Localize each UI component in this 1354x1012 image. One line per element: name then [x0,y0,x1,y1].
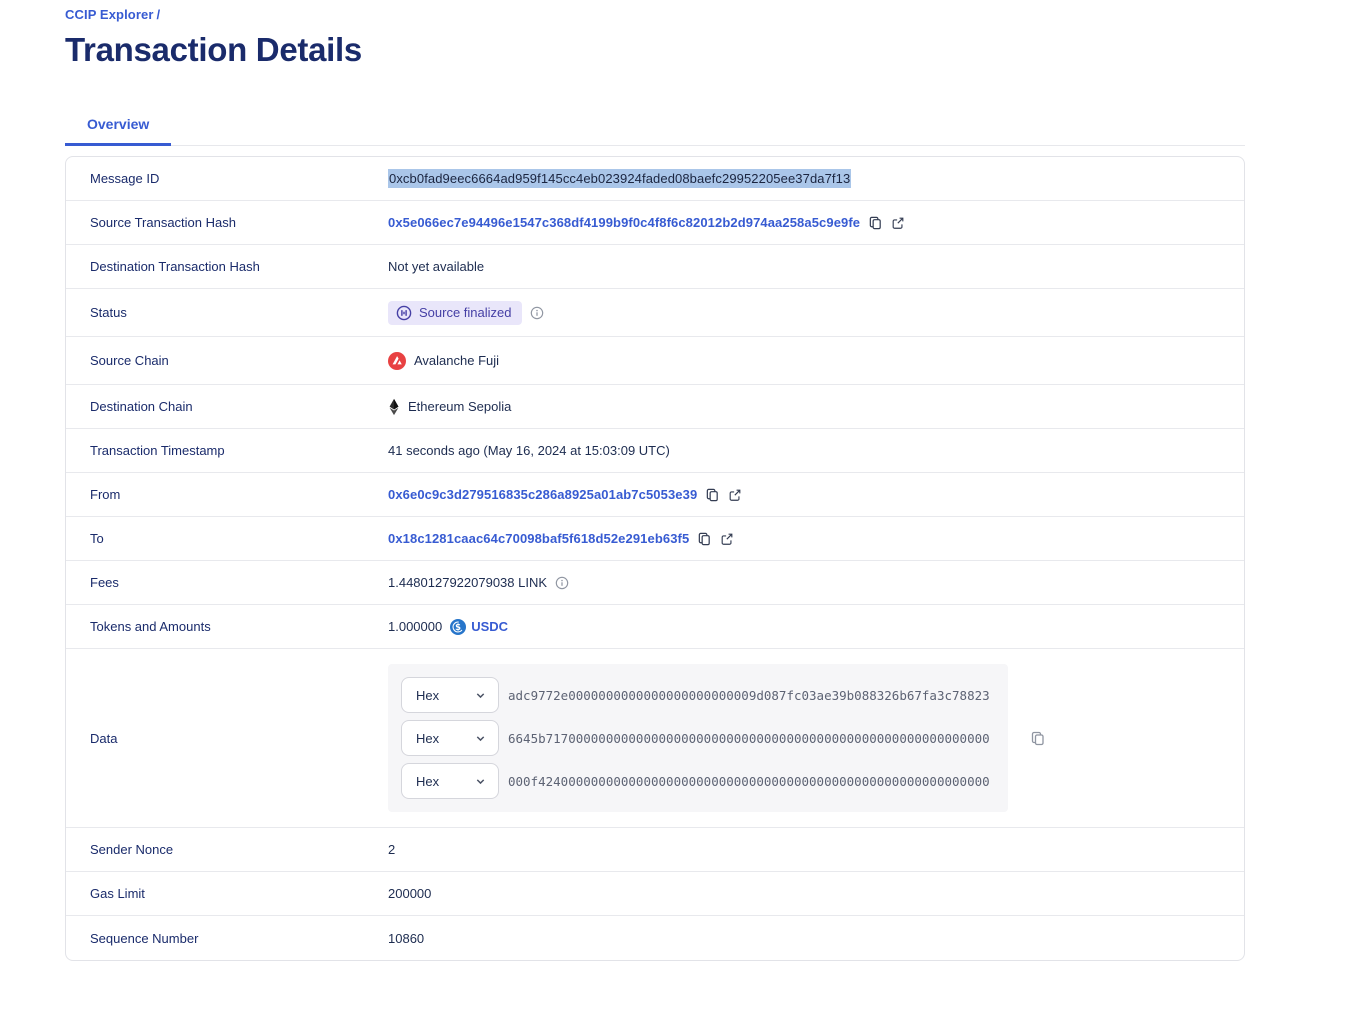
row-status: Status Source finalized [66,289,1244,337]
hex-format-select[interactable]: Hex [401,677,499,713]
hex-select-label: Hex [416,773,440,789]
status-badge-text: Source finalized [419,305,512,320]
copy-icon [697,531,712,546]
row-from: From 0x6e0c9c3d279516835c286a8925a01ab7c… [66,473,1244,517]
source-chain-value: Avalanche Fuji [388,351,500,370]
row-gas-limit: Gas Limit 200000 [66,872,1244,916]
row-transaction-timestamp: Transaction Timestamp 41 seconds ago (Ma… [66,429,1244,473]
sequence-number-value: 10860 [388,930,425,946]
row-to: To 0x18c1281caac64c70098baf5f618d52e291e… [66,517,1244,561]
hex-select-label: Hex [416,730,440,746]
copy-icon [705,487,720,502]
dest-tx-hash-label: Destination Transaction Hash [90,259,260,274]
from-label: From [90,487,121,502]
row-destination-transaction-hash: Destination Transaction Hash Not yet ava… [66,245,1244,289]
gas-limit-label: Gas Limit [90,886,145,901]
token-usdc-link[interactable]: $ USDC [450,618,509,635]
transaction-details-page: CCIP Explorer / Transaction Details Overv… [65,7,1245,961]
ethereum-icon [388,398,400,416]
source-chain-label: Source Chain [90,353,169,368]
copy-data-button[interactable] [1030,730,1046,746]
dest-chain-name: Ethereum Sepolia [408,399,512,414]
timestamp-label: Transaction Timestamp [90,443,225,458]
dest-chain-label: Destination Chain [90,399,193,414]
external-link-icon [891,216,905,230]
copy-icon [868,215,883,230]
chevron-down-icon [475,733,486,744]
chevron-down-icon [475,690,486,701]
external-link-button[interactable] [891,216,905,230]
hex-data-value: adc9772e0000000000000000000000009d087fc0… [508,687,990,703]
status-info-icon[interactable] [530,306,544,320]
row-sequence-number: Sequence Number 10860 [66,916,1244,960]
row-message-id: Message ID 0xcb0fad9eec6664ad959f145cc4e… [66,157,1244,201]
fees-value: 1.4480127922079038 LINK [388,575,548,590]
copy-button[interactable] [705,487,720,502]
row-fees: Fees 1.4480127922079038 LINK [66,561,1244,605]
sender-nonce-label: Sender Nonce [90,842,174,857]
source-tx-hash-link[interactable]: 0x5e066ec7e94496e1547c368df4199b9f0c4f8f… [388,215,861,230]
status-badge: Source finalized [388,300,522,325]
tab-bar: Overview [65,106,1245,146]
external-link-button[interactable] [720,532,734,546]
token-amount: 1.000000 [388,619,443,634]
data-line: Hex 000f42400000000000000000000000000000… [401,763,995,799]
external-link-button[interactable] [728,488,742,502]
fees-info-icon[interactable] [555,576,569,590]
fees-label: Fees [90,575,119,590]
external-link-icon [720,532,734,546]
row-tokens-and-amounts: Tokens and Amounts 1.000000 $ USDC [66,605,1244,649]
message-id-value: 0xcb0fad9eec6664ad959f145cc4eb023924fade… [388,169,852,188]
chevron-down-icon [475,776,486,787]
timestamp-value: 41 seconds ago (May 16, 2024 at 15:03:09… [388,443,670,458]
status-label: Status [90,305,127,320]
breadcrumb-ccip-explorer-link[interactable]: CCIP Explorer [65,7,154,22]
to-address-link[interactable]: 0x18c1281caac64c70098baf5f618d52e291eb63… [388,531,690,546]
dest-chain-value: Ethereum Sepolia [388,398,511,416]
copy-icon [1030,730,1046,746]
dest-tx-hash-value: Not yet available [388,259,485,274]
usdc-icon: $ [450,618,467,635]
finality-icon [396,305,412,321]
data-line: Hex 6645b7170000000000000000000000000000… [401,720,995,756]
sequence-number-label: Sequence Number [90,930,199,946]
data-label: Data [90,730,118,746]
copy-button[interactable] [697,531,712,546]
hex-select-label: Hex [416,687,440,703]
hex-data-value: 000f424000000000000000000000000000000000… [508,773,990,789]
to-label: To [90,531,104,546]
token-symbol: USDC [471,619,509,634]
svg-text:$: $ [455,621,461,631]
sender-nonce-value: 2 [388,842,396,857]
gas-limit-value: 200000 [388,886,432,901]
page-title: Transaction Details [65,31,362,68]
data-hex-box: Hex adc9772e0000000000000000000000009d08… [388,664,1008,812]
tokens-label: Tokens and Amounts [90,619,211,634]
row-data: Data Hex adc9772e00000000000000000000000… [66,649,1244,828]
tab-overview[interactable]: Overview [65,106,172,146]
row-source-chain: Source Chain Avalanche Fuji [66,337,1244,385]
breadcrumb-separator: / [156,7,161,22]
message-id-label: Message ID [90,171,160,186]
row-source-transaction-hash: Source Transaction Hash 0x5e066ec7e94496… [66,201,1244,245]
external-link-icon [728,488,742,502]
breadcrumb: CCIP Explorer / [65,7,1245,22]
from-address-link[interactable]: 0x6e0c9c3d279516835c286a8925a01ab7c5053e… [388,487,698,502]
hex-data-value: 6645b71700000000000000000000000000000000… [508,730,990,746]
hex-format-select[interactable]: Hex [401,763,499,799]
transaction-details-card: Message ID 0xcb0fad9eec6664ad959f145cc4e… [65,156,1245,961]
avalanche-icon [388,351,406,370]
source-chain-name: Avalanche Fuji [414,353,500,368]
row-destination-chain: Destination Chain Ethereum Sepolia [66,385,1244,429]
data-line: Hex adc9772e0000000000000000000000009d08… [401,677,995,713]
source-tx-hash-label: Source Transaction Hash [90,215,236,230]
hex-format-select[interactable]: Hex [401,720,499,756]
copy-button[interactable] [868,215,883,230]
row-sender-nonce: Sender Nonce 2 [66,828,1244,872]
